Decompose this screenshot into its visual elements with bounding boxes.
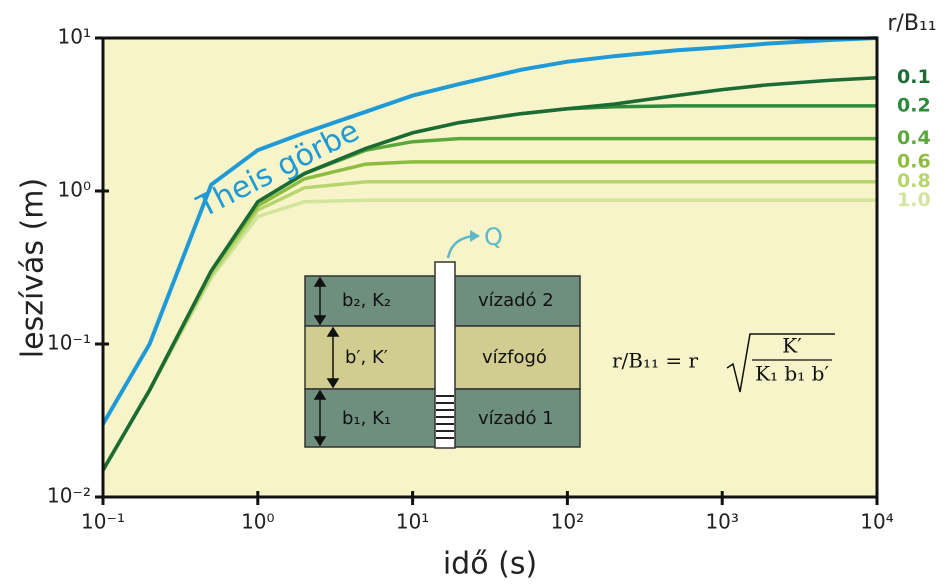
inset: Q b₂, K₂ vízadó 2 b′, K′ vízfogó b₁, K₁ … [304,223,581,449]
discharge-label: Q [484,223,503,251]
y-tick-label: 10¹ [58,25,91,49]
plot-border [101,36,879,499]
arrow-head [470,230,480,242]
legend-label: 0.1 [897,66,931,88]
layer-name: vízadó 2 [478,290,554,311]
x-tick-label: 10¹ [396,510,429,534]
lines [101,36,878,471]
legend-label: 0.2 [897,94,931,116]
series-line [101,198,877,471]
formula-numerator: K′ [782,334,802,358]
x-tick-label: 10³ [705,510,738,534]
radical [726,333,835,393]
series-line [101,179,877,471]
series-line [101,75,878,471]
y-tick-label: 10⁻² [47,484,91,508]
series-line [101,36,878,426]
layer-name: vízadó 1 [478,408,554,429]
legend-label: 0.4 [897,127,931,149]
thickness-arrows [313,276,340,447]
well [434,261,456,449]
layer-params: b₂, K₂ [342,290,391,311]
legend-label: 0.8 [897,170,931,192]
formula-denominator: K₁ b₁ b′ [755,362,829,386]
x-tick-label: 10⁴ [860,510,893,534]
x-tick-label: 10⁻¹ [81,510,125,534]
y-axis-title: leszívás (m) [16,178,51,358]
x-tick-label: 10² [551,510,584,534]
layer-params: b′, K′ [345,347,388,368]
layer-params: b₁, K₁ [342,408,391,429]
x-axis-title: idő (s) [443,547,537,582]
layer-name: vízfogó [482,347,547,368]
legend-label: 0.6 [897,150,931,172]
legend-label: 1.0 [897,189,931,211]
formula: r/B₁₁ = r K′ K₁ b₁ b′ [612,333,835,393]
formula-lhs: r/B₁₁ = r [612,349,699,373]
legend-title: r/B₁₁ [887,11,936,36]
y-tick-label: 10⁻¹ [47,331,91,355]
screen [436,395,454,439]
x-tick-label: 10⁰ [241,510,274,534]
y-tick-label: 10⁰ [58,178,91,202]
